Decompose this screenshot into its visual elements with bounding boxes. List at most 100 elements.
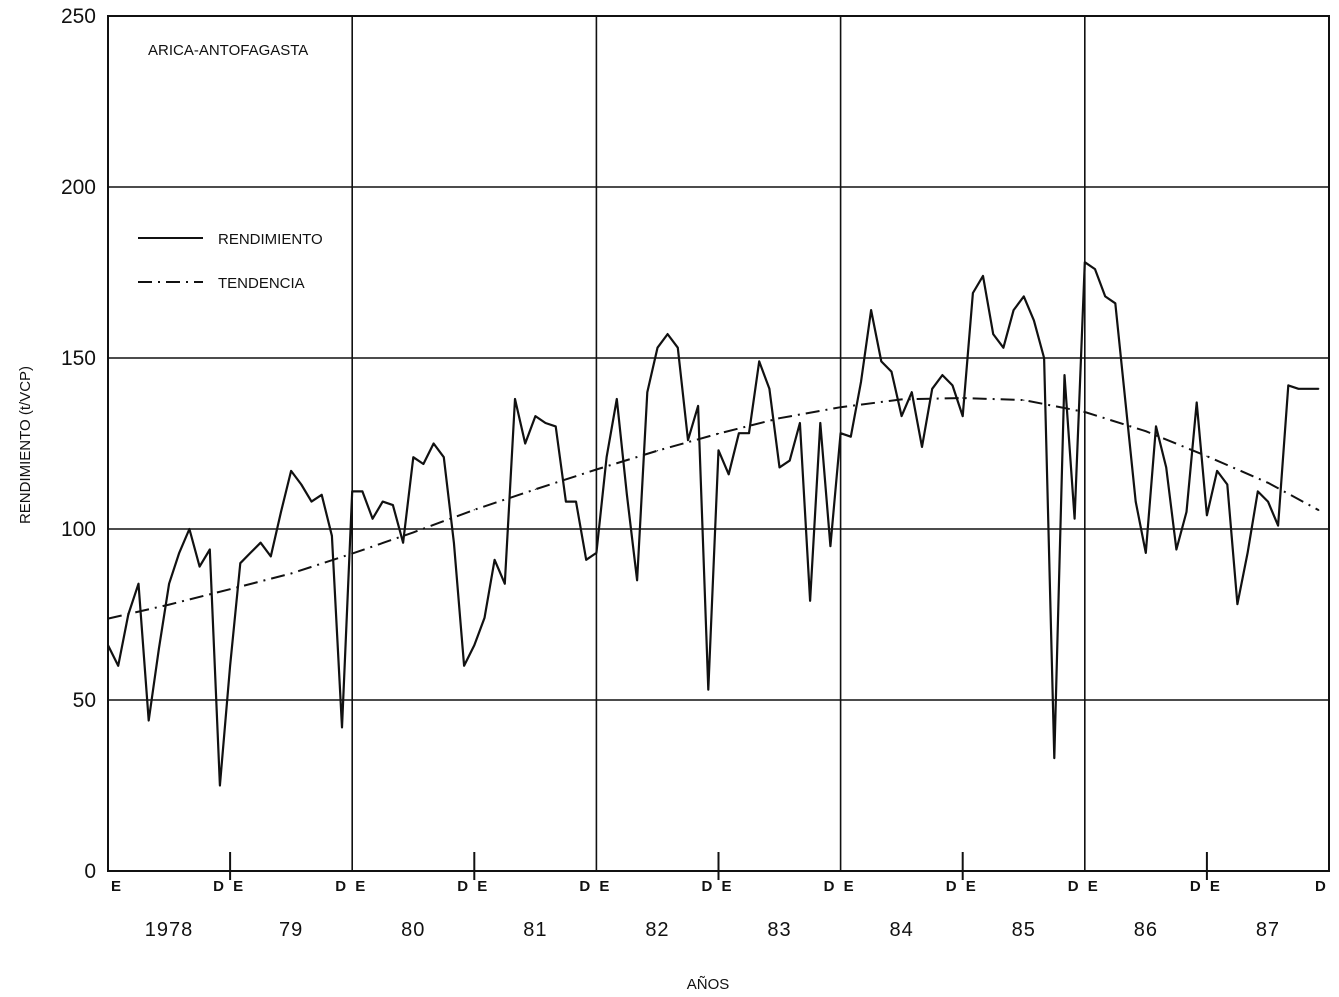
data-point-tendencia: [595, 468, 598, 471]
y-tick-label-50: 50: [73, 689, 96, 712]
y-tick-label-150: 150: [61, 347, 96, 370]
data-point-rendimiento: [1023, 295, 1025, 297]
data-point-rendimiento: [199, 566, 201, 568]
data-point-rendimiento: [219, 784, 221, 787]
data-point-rendimiento: [707, 689, 709, 691]
data-point-rendimiento: [595, 552, 598, 554]
data-point-rendimiento: [901, 415, 903, 417]
y-tick-label-0: 0: [84, 860, 96, 883]
data-point-rendimiento: [982, 275, 984, 277]
grid-lines: [107, 15, 1330, 872]
data-point-rendimiento: [1145, 552, 1147, 554]
data-point-rendimiento: [1043, 357, 1045, 359]
series-lines: [107, 261, 1320, 787]
data-point-rendimiento: [1094, 268, 1096, 270]
data-point-rendimiento: [738, 432, 740, 434]
data-point-rendimiento: [158, 648, 160, 650]
chart-title: ARICA-ANTOFAGASTA: [148, 42, 308, 59]
data-point-rendimiento: [433, 442, 435, 445]
data-point-rendimiento: [840, 432, 842, 434]
data-point-rendimiento: [341, 726, 343, 729]
data-point-rendimiento: [188, 528, 190, 530]
data-point-rendimiento: [463, 665, 465, 667]
data-point-rendimiento: [850, 436, 852, 438]
data-point-rendimiento: [107, 644, 109, 646]
data-point-rendimiento: [361, 490, 363, 492]
data-point-tendencia: [290, 572, 292, 575]
month-mark-d: D: [457, 878, 468, 895]
data-point-rendimiento: [1318, 388, 1320, 390]
year-label-5: 83: [767, 919, 791, 941]
data-point-rendimiento: [1165, 466, 1167, 468]
data-point-rendimiento: [473, 644, 475, 646]
data-point-tendencia: [1084, 411, 1086, 413]
data-point-rendimiento: [880, 360, 882, 362]
data-point-rendimiento: [1175, 548, 1177, 551]
data-point-rendimiento: [148, 719, 150, 722]
y-tick-label-100: 100: [61, 518, 96, 541]
data-point-rendimiento: [1216, 470, 1218, 472]
data-point-rendimiento: [1185, 511, 1188, 513]
data-point-rendimiento: [677, 347, 679, 349]
data-point-rendimiento: [1247, 552, 1249, 554]
year-label-2: 80: [401, 919, 425, 941]
data-point-rendimiento: [687, 439, 689, 441]
data-point-rendimiento: [1002, 347, 1005, 349]
data-point-rendimiento: [300, 483, 302, 486]
month-mark-d: D: [213, 878, 224, 895]
data-point-rendimiento: [1277, 525, 1279, 527]
data-point-rendimiento: [483, 617, 486, 619]
data-point-rendimiento: [667, 333, 669, 335]
data-point-tendencia: [962, 397, 964, 399]
year-label-9: 87: [1256, 919, 1280, 941]
data-point-rendimiento: [911, 391, 913, 393]
data-point-rendimiento: [921, 446, 923, 448]
year-label-6: 84: [890, 919, 914, 941]
data-point-rendimiento: [748, 432, 750, 434]
data-point-rendimiento: [1013, 309, 1015, 311]
data-point-rendimiento: [1084, 261, 1086, 263]
legend-label-tendencia: TENDENCIA: [218, 275, 305, 292]
data-point-rendimiento: [321, 494, 323, 496]
data-point-rendimiento: [1206, 514, 1208, 516]
data-point-tendencia: [168, 604, 170, 606]
month-mark-d: D: [702, 878, 713, 895]
month-mark-d: D: [1190, 878, 1201, 895]
data-point-rendimiento: [799, 422, 801, 424]
data-point-rendimiento: [544, 422, 547, 424]
legend: RENDIMIENTO TENDENCIA: [138, 231, 323, 292]
data-point-rendimiento: [1226, 483, 1228, 486]
data-point-rendimiento: [443, 456, 445, 458]
data-point-rendimiento: [382, 501, 384, 503]
data-point-rendimiento: [717, 449, 720, 451]
year-label-4: 82: [645, 919, 669, 941]
y-tick-label-250: 250: [61, 5, 96, 28]
year-label-1: 79: [279, 919, 303, 941]
data-point-rendimiento: [402, 542, 404, 544]
data-point-tendencia: [1206, 455, 1208, 457]
month-mark-d: D: [946, 878, 957, 895]
data-point-rendimiento: [1033, 319, 1035, 321]
data-point-rendimiento: [249, 552, 251, 554]
data-point-rendimiento: [1297, 388, 1300, 390]
month-mark-e: E: [599, 878, 609, 895]
data-point-rendimiento: [453, 542, 455, 544]
month-mark-d: D: [1315, 878, 1326, 895]
data-point-rendimiento: [270, 555, 272, 558]
data-point-rendimiento: [1257, 490, 1259, 492]
series-line-rendimiento: [107, 261, 1319, 787]
data-point-rendimiento: [524, 442, 526, 445]
data-point-rendimiento: [555, 425, 557, 427]
y-axis-ticks: 0 50 100 150 200 250: [61, 5, 96, 883]
data-point-rendimiento: [758, 360, 760, 362]
data-point-rendimiento: [1287, 384, 1289, 386]
data-point-rendimiento: [1104, 295, 1106, 297]
data-point-rendimiento: [239, 562, 241, 564]
year-label-7: 85: [1012, 919, 1036, 941]
data-point-tendencia: [656, 450, 659, 452]
data-point-tendencia: [840, 406, 842, 408]
data-point-tendencia: [1023, 399, 1025, 401]
month-mark-e: E: [233, 878, 243, 895]
data-point-rendimiento: [1135, 501, 1137, 503]
